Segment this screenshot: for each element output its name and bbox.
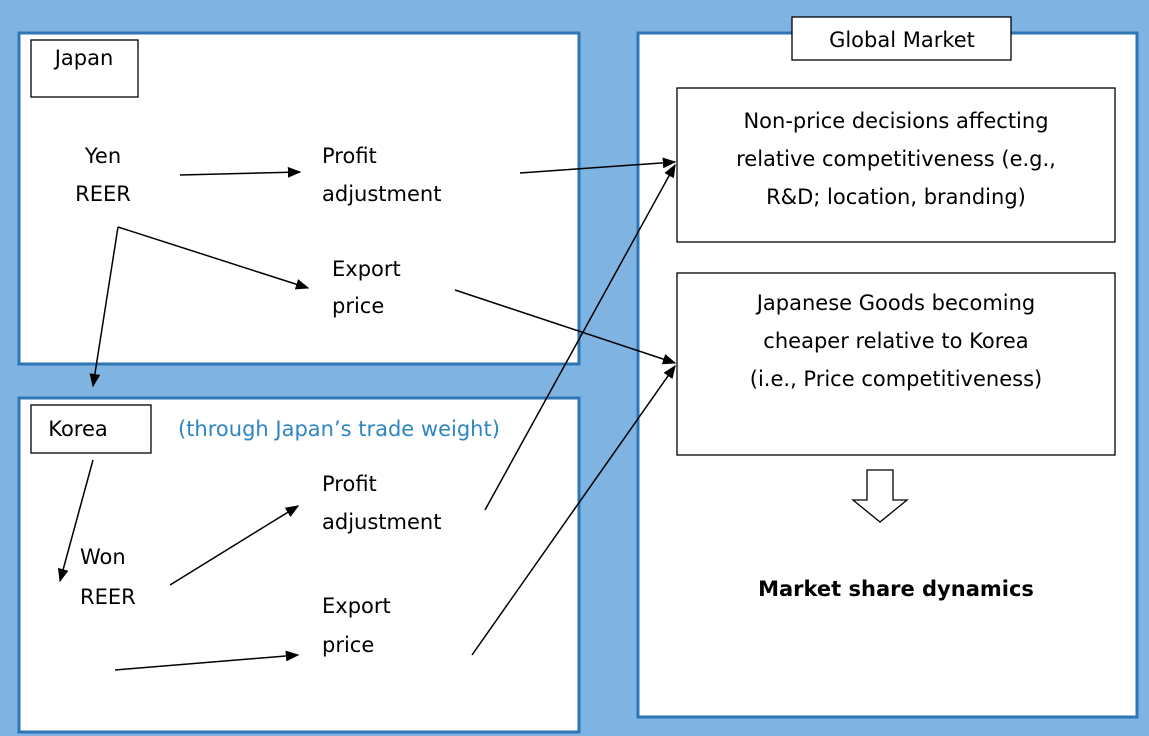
export-price: Export xyxy=(322,594,391,618)
arrow xyxy=(117,226,310,290)
export-price: price xyxy=(322,633,374,657)
won-reer: REER xyxy=(80,585,136,609)
korea-panel xyxy=(17,396,581,734)
non-price-text: R&D; location, branding) xyxy=(766,185,1026,209)
profit-adjustment: adjustment xyxy=(322,510,441,534)
japan-label: Japan xyxy=(53,46,114,70)
global-market-label: Global Market xyxy=(829,28,975,52)
korea-label: Korea xyxy=(48,417,108,441)
korea-label-box xyxy=(30,404,152,454)
profit-adjustment: adjustment xyxy=(322,182,441,206)
arrow xyxy=(519,157,677,174)
price-text: (i.e., Price competitiveness) xyxy=(750,367,1042,391)
arrow xyxy=(179,166,302,178)
korea-note: (through Japan’s trade weight) xyxy=(178,417,500,441)
arrow xyxy=(454,289,677,365)
export-price: price xyxy=(332,294,384,318)
price-box xyxy=(676,272,1116,456)
arrow xyxy=(169,505,300,586)
outcome: Market share dynamics xyxy=(758,577,1034,601)
japan-label-box xyxy=(30,39,139,98)
yen-reer: REER xyxy=(75,182,131,206)
arrow xyxy=(57,459,94,583)
arrow xyxy=(471,364,676,656)
non-price-text: relative competitiveness (e.g., xyxy=(736,147,1056,171)
profit-adjustment: Profit xyxy=(322,472,377,496)
block-arrow xyxy=(851,469,909,523)
global-market-label-box xyxy=(791,16,1012,61)
non-price-text: Non-price decisions affecting xyxy=(743,109,1048,133)
arrows xyxy=(57,157,677,671)
profit-adjustment: Profit xyxy=(322,144,377,168)
export-price: Export xyxy=(332,257,401,281)
won-reer: Won xyxy=(80,545,126,569)
arrow xyxy=(114,650,300,671)
price-text: cheaper relative to Korea xyxy=(763,329,1028,353)
non-price-box xyxy=(676,87,1116,243)
price-text: Japanese Goods becoming xyxy=(755,291,1036,315)
yen-reer: Yen xyxy=(84,144,121,168)
arrow xyxy=(89,226,119,388)
arrow xyxy=(484,163,676,511)
